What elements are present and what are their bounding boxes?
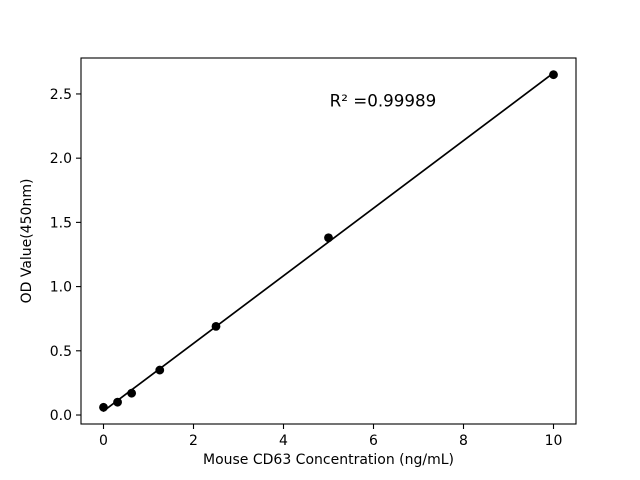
y-tick-label: 1.5 [50,215,72,231]
data-point [127,388,137,398]
data-point [113,397,122,407]
data-point [99,402,108,412]
data-point [211,322,221,331]
data-point [155,365,165,375]
x-axis-label: Mouse CD63 Concentration (ng/mL) [203,452,454,468]
data-point [549,70,558,80]
r-squared-annotation: R² =0.99989 [330,90,437,110]
y-tick-label: 0.5 [50,344,72,360]
y-tick-label: 1.0 [50,280,72,296]
y-tick-label: 0.0 [50,408,72,424]
y-axis-label: OD Value(450nm) [19,179,35,304]
data-point [324,233,333,243]
x-tick-label: 0 [99,433,108,449]
y-tick-label: 2.5 [50,87,72,103]
x-tick-label: 4 [279,433,288,449]
y-tick-label: 2.0 [50,151,72,167]
x-tick-label: 10 [545,433,563,449]
x-tick-label: 6 [369,433,378,449]
x-tick-label: 2 [189,433,198,449]
x-tick-label: 8 [459,433,468,449]
plot-area: 0 2 4 6 8 10 0.0 0.5 1.0 1.5 2.0 2.5 [50,57,577,449]
axes-spines [80,57,577,425]
